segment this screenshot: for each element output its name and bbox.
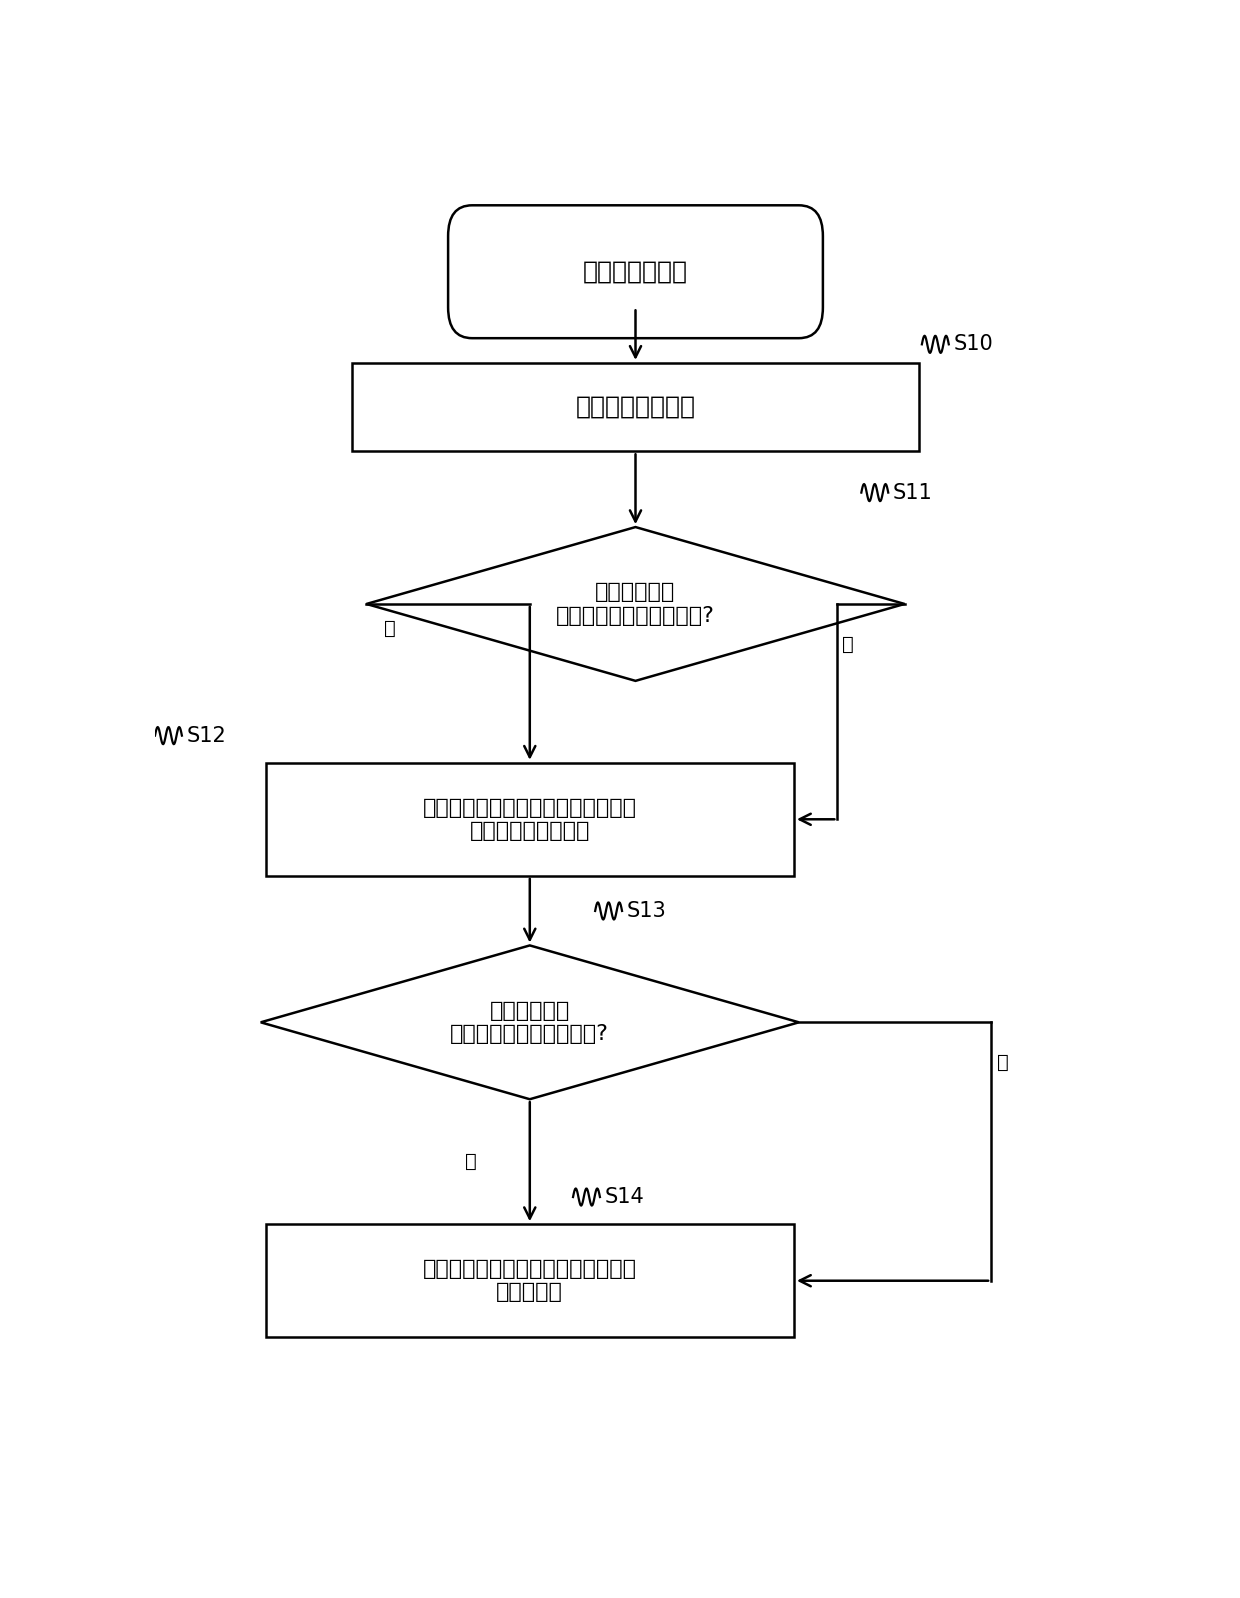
Text: 否: 否 — [842, 634, 854, 654]
Text: S11: S11 — [893, 483, 932, 503]
Text: 多联机系统上电: 多联机系统上电 — [583, 260, 688, 284]
Bar — [265, 762, 794, 876]
FancyBboxPatch shape — [448, 205, 823, 339]
Text: 是: 是 — [465, 1152, 477, 1171]
Text: S13: S13 — [627, 901, 667, 920]
Polygon shape — [260, 946, 799, 1099]
Text: 系统能力需求
小于系统能力需求预设值?: 系统能力需求 小于系统能力需求预设值? — [450, 1000, 609, 1043]
Text: S10: S10 — [954, 334, 993, 355]
Text: 获取系统能力需求: 获取系统能力需求 — [575, 395, 696, 419]
Text: S12: S12 — [187, 725, 227, 746]
Bar — [265, 1224, 794, 1338]
Polygon shape — [367, 527, 905, 681]
Text: 控制室内机蒸发器的入口的电子膨胀
阀减小第一预设开度: 控制室内机蒸发器的入口的电子膨胀 阀减小第一预设开度 — [423, 797, 637, 841]
Bar — [352, 363, 919, 451]
Text: 系统能力需求
小于系统能力需求预设值?: 系统能力需求 小于系统能力需求预设值? — [556, 582, 715, 625]
Text: 否: 否 — [997, 1053, 1008, 1072]
Text: 控制室内机蒸发器的入口的电子膨胀
阀恢复正常: 控制室内机蒸发器的入口的电子膨胀 阀恢复正常 — [423, 1259, 637, 1302]
Text: 是: 是 — [383, 618, 396, 638]
Text: S14: S14 — [605, 1187, 645, 1206]
